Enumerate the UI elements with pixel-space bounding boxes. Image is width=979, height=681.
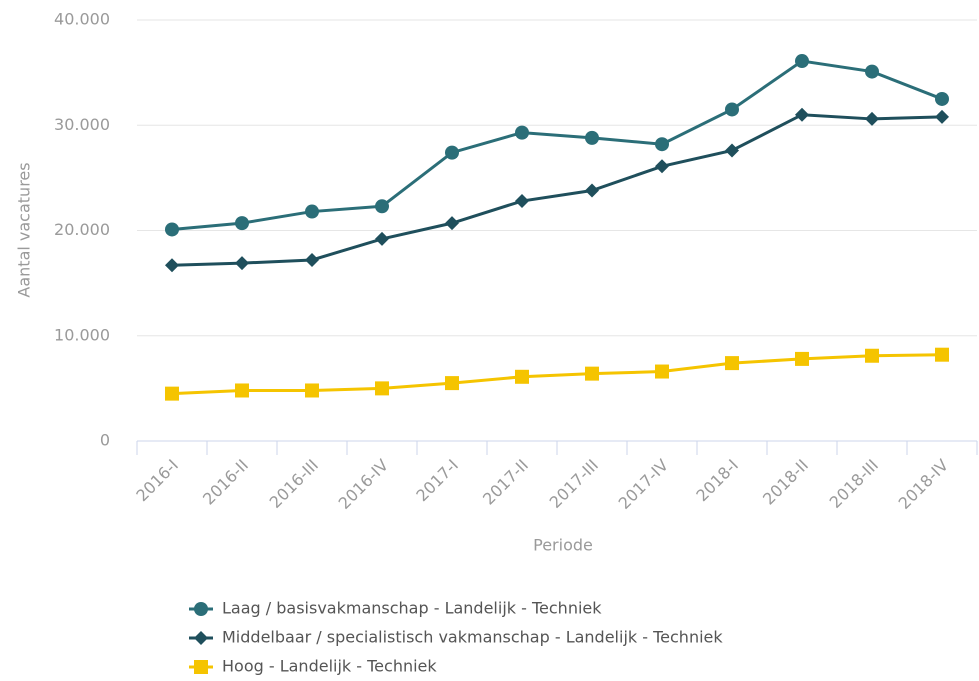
x-tick-label: 2016-III (266, 456, 322, 512)
data-point (375, 199, 389, 214)
legend-marker (194, 602, 208, 616)
data-point (515, 125, 529, 140)
x-axis-title: Periode (533, 536, 593, 555)
data-point (445, 376, 459, 391)
x-tick-label: 2018-III (826, 456, 882, 512)
data-point (795, 54, 809, 69)
data-point (235, 383, 249, 398)
data-point (235, 256, 249, 271)
legend-marker (194, 631, 208, 645)
legend: Laag / basisvakmanschap - Landelijk - Te… (189, 599, 723, 676)
data-point (585, 130, 599, 145)
data-point (305, 252, 319, 267)
legend-marker (194, 660, 208, 674)
data-point (585, 366, 599, 381)
data-point (515, 369, 529, 384)
data-point (165, 386, 179, 401)
data-point (235, 216, 249, 231)
y-tick-label: 20.000 (54, 220, 110, 239)
y-tick-label: 40.000 (54, 10, 110, 29)
x-tick-label: 2017-IV (615, 456, 672, 513)
x-tick-label: 2018-II (759, 456, 812, 509)
series-line (171, 353, 943, 396)
x-tick-label: 2017-II (479, 456, 532, 509)
x-tick-label: 2016-I (132, 456, 182, 506)
data-point (935, 91, 949, 106)
series-line (171, 59, 943, 231)
data-point (445, 216, 459, 231)
x-tick-label: 2016-II (199, 456, 252, 509)
data-point (585, 183, 599, 198)
data-point (305, 383, 319, 398)
x-tick-label: 2016-IV (335, 456, 392, 513)
data-point (935, 347, 949, 362)
data-point (795, 107, 809, 122)
data-point (935, 109, 949, 124)
data-point (725, 143, 739, 158)
y-tick-label: 30.000 (54, 115, 110, 134)
x-tick-label: 2018-I (692, 456, 742, 506)
data-point (305, 204, 319, 219)
data-point (725, 356, 739, 371)
data-point (445, 145, 459, 160)
data-point (725, 102, 739, 117)
data-point (865, 111, 879, 126)
data-point (515, 194, 529, 209)
data-point (865, 64, 879, 79)
series-line (171, 113, 943, 267)
x-tick-label: 2017-I (412, 456, 462, 506)
y-axis-title: Aantal vacatures (15, 162, 34, 297)
y-tick-label: 0 (100, 431, 110, 450)
data-point (375, 381, 389, 396)
legend-label: Hoog - Landelijk - Techniek (222, 657, 437, 676)
data-point (865, 348, 879, 363)
x-tick-label: 2017-III (546, 456, 602, 512)
y-tick-label: 10.000 (54, 325, 110, 344)
legend-label: Middelbaar / specialistisch vakmanschap … (222, 628, 723, 647)
legend-label: Laag / basisvakmanschap - Landelijk - Te… (222, 599, 602, 618)
data-point (655, 159, 669, 174)
data-point (165, 222, 179, 237)
data-point (655, 364, 669, 379)
data-point (795, 351, 809, 366)
data-point (165, 258, 179, 273)
data-point (655, 137, 669, 152)
x-tick-label: 2018-IV (895, 456, 952, 513)
data-point (375, 231, 389, 246)
